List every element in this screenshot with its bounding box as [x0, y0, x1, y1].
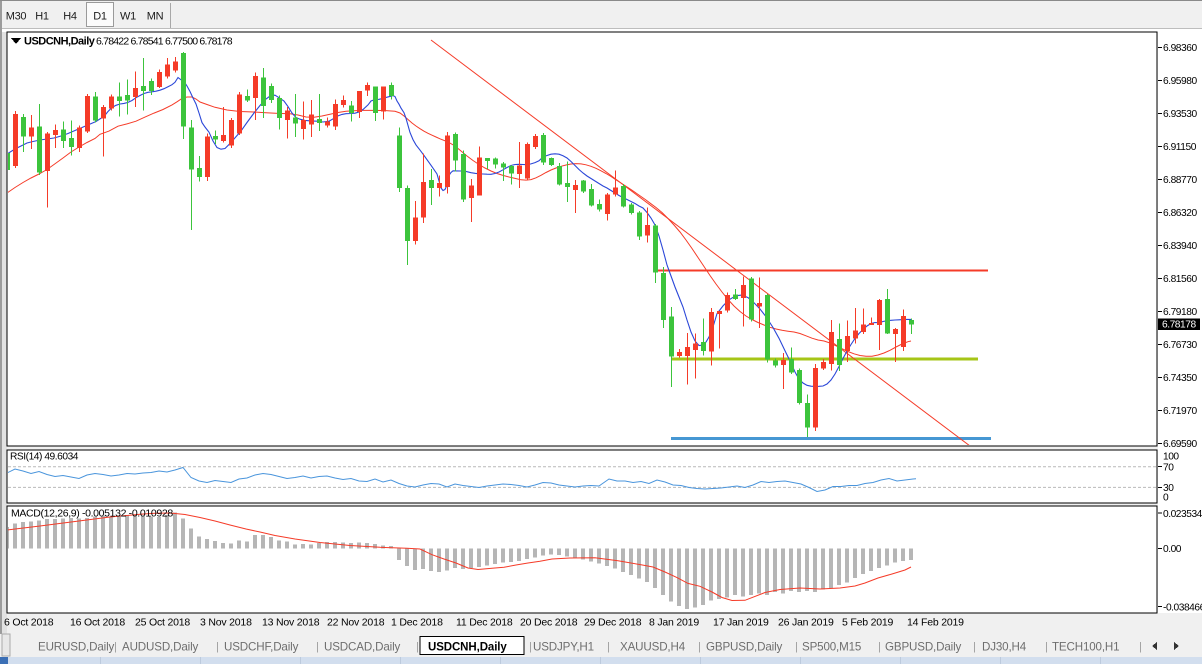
svg-text:20 Dec 2018: 20 Dec 2018: [520, 617, 578, 629]
svg-text:|: |: [416, 641, 419, 653]
svg-text:|: |: [529, 641, 532, 653]
svg-text:USDCNH,Daily: USDCNH,Daily: [428, 642, 507, 654]
svg-text:AUDUSD,Daily: AUDUSD,Daily: [122, 641, 198, 654]
svg-text:6.79180: 6.79180: [1163, 307, 1197, 318]
svg-text:|: |: [114, 641, 117, 653]
svg-text:17 Jan 2019: 17 Jan 2019: [713, 617, 769, 629]
svg-text:0.00: 0.00: [1163, 544, 1182, 555]
svg-text:GBPUSD,Daily: GBPUSD,Daily: [885, 641, 962, 654]
svg-text:W1: W1: [120, 11, 136, 23]
svg-text:USDCNH,Daily: USDCNH,Daily: [24, 36, 96, 48]
svg-text:29 Dec 2018: 29 Dec 2018: [584, 617, 642, 629]
svg-text:EURUSD,Daily: EURUSD,Daily: [38, 641, 114, 654]
svg-text:6.71970: 6.71970: [1163, 406, 1197, 417]
svg-text:|: |: [316, 641, 319, 653]
svg-text:H4: H4: [63, 11, 77, 23]
svg-text:14 Feb 2019: 14 Feb 2019: [907, 617, 964, 629]
svg-text:0.023534: 0.023534: [1163, 509, 1202, 520]
svg-text:13 Nov 2018: 13 Nov 2018: [262, 617, 320, 629]
svg-text:RSI(14) 49.6034: RSI(14) 49.6034: [10, 452, 79, 463]
svg-text:6.86320: 6.86320: [1163, 208, 1197, 219]
svg-text:25 Oct 2018: 25 Oct 2018: [135, 617, 190, 629]
svg-text:D1: D1: [93, 11, 107, 23]
svg-text:26 Jan 2019: 26 Jan 2019: [778, 617, 834, 629]
svg-text:6.76730: 6.76730: [1163, 340, 1197, 351]
svg-text:6.95980: 6.95980: [1163, 76, 1197, 87]
svg-text:6.78422 6.78541 6.77500 6.7817: 6.78422 6.78541 6.77500 6.78178: [96, 36, 233, 48]
svg-text:100: 100: [1163, 451, 1179, 462]
svg-text:6.98360: 6.98360: [1163, 43, 1197, 54]
svg-text:-0.038466: -0.038466: [1163, 602, 1202, 613]
svg-text:6.78178: 6.78178: [1162, 320, 1196, 331]
svg-text:|: |: [795, 641, 798, 653]
svg-text:USDJPY,H1: USDJPY,H1: [533, 641, 594, 654]
svg-text:70: 70: [1163, 463, 1174, 474]
svg-text:TECH100,H1: TECH100,H1: [1052, 641, 1119, 654]
svg-text:M30: M30: [6, 11, 27, 23]
svg-text:|: |: [698, 641, 701, 653]
svg-text:6 Oct 2018: 6 Oct 2018: [4, 617, 54, 629]
svg-text:|: |: [973, 641, 976, 653]
svg-text:6.69590: 6.69590: [1163, 439, 1197, 450]
svg-text:5 Feb 2019: 5 Feb 2019: [842, 617, 893, 629]
svg-text:USDCHF,Daily: USDCHF,Daily: [224, 641, 299, 654]
svg-text:11 Dec 2018: 11 Dec 2018: [456, 617, 513, 629]
svg-text:XAUUSD,H4: XAUUSD,H4: [620, 641, 686, 654]
svg-text:6.93530: 6.93530: [1163, 109, 1197, 120]
svg-text:|: |: [878, 641, 881, 653]
svg-text:8 Jan 2019: 8 Jan 2019: [649, 617, 699, 629]
svg-text:6.83940: 6.83940: [1163, 241, 1197, 252]
svg-text:|: |: [1139, 641, 1142, 653]
svg-text:6.81560: 6.81560: [1163, 274, 1197, 285]
svg-text:|: |: [216, 641, 219, 653]
svg-text:16 Oct 2018: 16 Oct 2018: [70, 617, 125, 629]
svg-text:22 Nov 2018: 22 Nov 2018: [327, 617, 385, 629]
svg-text:1 Dec 2018: 1 Dec 2018: [391, 617, 443, 629]
svg-text:DJ30,H4: DJ30,H4: [982, 641, 1027, 654]
svg-text:3 Nov 2018: 3 Nov 2018: [200, 617, 252, 629]
svg-text:GBPUSD,Daily: GBPUSD,Daily: [706, 641, 783, 654]
svg-text:USDCAD,Daily: USDCAD,Daily: [324, 641, 400, 654]
svg-text:30: 30: [1163, 483, 1174, 494]
svg-text:|: |: [607, 641, 610, 653]
svg-text:6.91150: 6.91150: [1163, 142, 1197, 153]
svg-text:SP500,M15: SP500,M15: [802, 641, 861, 654]
svg-text:|: |: [1045, 641, 1048, 653]
svg-text:H1: H1: [35, 11, 49, 23]
svg-text:MN: MN: [147, 11, 164, 23]
svg-text:6.88770: 6.88770: [1163, 175, 1197, 186]
svg-text:0: 0: [1163, 493, 1169, 504]
svg-text:6.74350: 6.74350: [1163, 373, 1197, 384]
svg-text:MACD(12,26,9) -0.005132 -0.010: MACD(12,26,9) -0.005132 -0.010928: [11, 508, 173, 520]
